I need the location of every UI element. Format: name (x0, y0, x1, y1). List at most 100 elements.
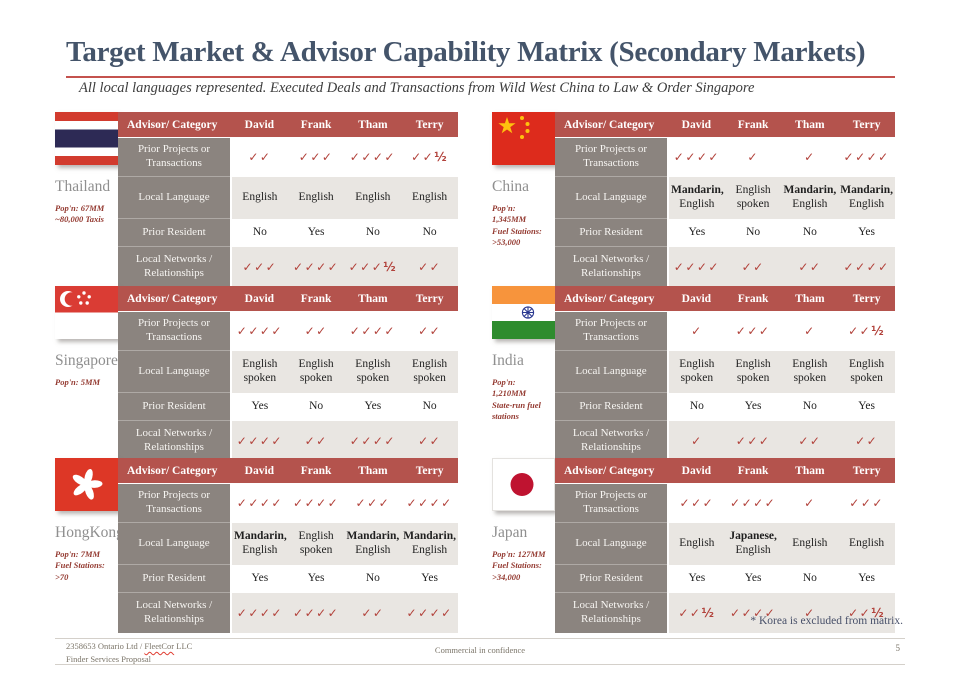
category-col-header: Advisor/ Category (555, 458, 668, 484)
rating-cell: ✓✓✓✓ (344, 420, 402, 461)
row-label: Prior Resident (555, 218, 669, 247)
row-language: Local Language Mandarin, English English s… (118, 522, 458, 565)
rating-cell: ✓✓✓ (298, 150, 334, 165)
flag-column: India Pop'n: 1,210MM State-run fuel stations (492, 286, 555, 461)
rating-cell: ✓✓✓ (679, 496, 715, 511)
page-title: Target Market & Advisor Capability Matri… (66, 36, 866, 68)
row-label: Prior Resident (118, 392, 232, 421)
rating-cell: ✓✓✓✓ (401, 592, 458, 633)
row-label: Prior Resident (555, 564, 669, 593)
row-label: Prior Projects or Transactions (118, 137, 232, 177)
row-resident: Prior Resident Yes Yes No Yes (555, 564, 895, 593)
category-col-header: Advisor/ Category (118, 286, 231, 312)
footer-proposal-line: Finder Services Proposal (66, 653, 151, 664)
resident-cell: Yes (251, 399, 269, 412)
category-col-header: Advisor/ Category (118, 458, 231, 484)
advisor-col-header: David (668, 112, 725, 138)
capability-table-thailand: Advisor/ Category David Frank Tham Terry Prio… (118, 112, 458, 287)
country-stat-line: 1,210MM (492, 388, 527, 399)
rating-cell: ✓ (804, 324, 816, 339)
row-label: Local Networks / Relationships (118, 420, 232, 461)
advisor-col-header: Frank (287, 286, 345, 312)
language-cell: English spoken (838, 350, 895, 393)
rating-cell: ✓✓✓ (735, 324, 771, 339)
table-header-row: Advisor/ Category David Frank Tham Terry (555, 112, 895, 138)
advisor-col-header: Tham (344, 458, 402, 484)
advisor-col-header: David (668, 458, 725, 484)
row-label: Local Language (118, 522, 232, 565)
country-stat-line: Pop'n: 127MM (492, 549, 546, 559)
language-cell: Japanese, English (724, 522, 782, 565)
language-cell: English (401, 176, 458, 219)
resident-cell: No (365, 571, 380, 584)
rating-cell: ✓✓✓✓ (293, 496, 340, 511)
rating-cell: ✓✓½ (838, 592, 895, 633)
title-underline (66, 76, 895, 78)
advisor-col-header: Terry (401, 458, 458, 484)
language-cell: Mandarin, English (401, 522, 458, 565)
rating-cell: ✓✓✓✓ (668, 246, 725, 287)
rating-cell: ✓✓✓✓ (730, 496, 777, 511)
country-name: India (492, 352, 524, 369)
flag-column: Japan Pop'n: 127MM Fuel Stations: >34,000 (492, 458, 555, 633)
row-label: Local Networks / Relationships (555, 592, 669, 633)
rating-cell: ✓✓✓✓ (349, 150, 396, 165)
row-label: Prior Resident (555, 392, 669, 421)
resident-cell: Yes (307, 571, 325, 584)
rating-cell: ✓✓½ (668, 592, 725, 633)
capability-table-china: Advisor/ Category David Frank Tham Terry Prio… (555, 112, 895, 287)
country-name: Singapore (55, 352, 118, 369)
row-networks: Local Networks / Relationships✓✓✓✓✓✓✓✓✓✓… (118, 420, 458, 461)
rating-cell: ✓✓✓✓ (287, 592, 345, 633)
table-header-row: Advisor/ Category David Frank Tham Terry (118, 286, 458, 312)
resident-cell: No (802, 225, 817, 238)
advisor-col-header: Frank (287, 458, 345, 484)
language-cell: English spoken (287, 522, 345, 565)
row-label: Local Networks / Relationships (555, 246, 669, 287)
capability-table-singapore: Advisor/ Category David Frank Tham Terry Prio… (118, 286, 458, 461)
capability-table-japan: Advisor/ Category David Frank Tham Terry Prio… (555, 458, 895, 633)
rating-cell: ✓✓✓✓ (236, 496, 283, 511)
category-col-header: Advisor/ Category (118, 112, 231, 138)
country-block-india: India Pop'n: 1,210MM State-run fuel stations… (492, 286, 895, 461)
row-networks: Local Networks / Relationships✓✓✓✓✓✓✓✓✓✓… (118, 246, 458, 287)
resident-cell: No (422, 225, 437, 238)
resident-cell: Yes (858, 399, 875, 412)
language-cell: Mandarin, English (668, 176, 725, 219)
table-header-row: Advisor/ Category David Frank Tham Terry (118, 458, 458, 484)
rating-cell: ✓ (668, 420, 725, 461)
country-stats: Pop'n: 127MM Fuel Stations: >34,000 (492, 549, 555, 583)
country-stats: Pop'n: 7MM Fuel Stations: >70 (55, 549, 118, 583)
advisor-col-header: Terry (401, 286, 458, 312)
footer-rule-bottom (55, 664, 905, 665)
row-language: Local Language English Japanese, English En… (555, 522, 895, 565)
language-cell: English spoken (401, 350, 458, 393)
row-projects: Prior Projects or Transactions✓✓✓✓✓✓✓✓✓✓… (555, 483, 895, 523)
row-label: Local Language (555, 176, 669, 219)
rating-cell: ✓ (804, 496, 816, 511)
resident-cell: No (689, 399, 704, 412)
row-resident: Prior Resident No Yes No Yes (555, 392, 895, 421)
table-header-row: Advisor/ Category David Frank Tham Terry (118, 112, 458, 138)
row-resident: Prior Resident Yes No No Yes (555, 218, 895, 247)
advisor-col-header: Tham (781, 458, 839, 484)
language-cell: English spoken (724, 176, 782, 219)
language-cell: English spoken (724, 350, 782, 393)
country-block-thailand: Thailand Pop'n: 67MM ~80,000 Taxis Advisor/… (55, 112, 458, 287)
rating-cell: ✓✓✓ (724, 420, 782, 461)
resident-cell: Yes (858, 225, 875, 238)
rating-cell: ✓ (691, 324, 703, 339)
singapore-flag-icon (55, 286, 118, 339)
row-projects: Prior Projects or Transactions✓✓✓✓✓✓✓✓✓✓… (118, 137, 458, 177)
rating-cell: ✓✓½ (411, 150, 449, 165)
row-label: Local Language (118, 350, 232, 393)
advisor-col-header: David (231, 112, 288, 138)
row-networks: Local Networks / Relationships ✓✓½ ✓✓✓✓ ✓ ✓✓… (555, 592, 895, 633)
country-stat-line: Fuel Stations: (492, 560, 542, 571)
language-cell: English (668, 522, 725, 565)
resident-cell: Yes (858, 571, 875, 584)
advisor-col-header: David (668, 286, 725, 312)
rating-cell: ✓✓ (344, 592, 402, 633)
table-header-row: Advisor/ Category David Frank Tham Terry (555, 458, 895, 484)
country-stat-line: Fuel Stations: (55, 560, 105, 571)
